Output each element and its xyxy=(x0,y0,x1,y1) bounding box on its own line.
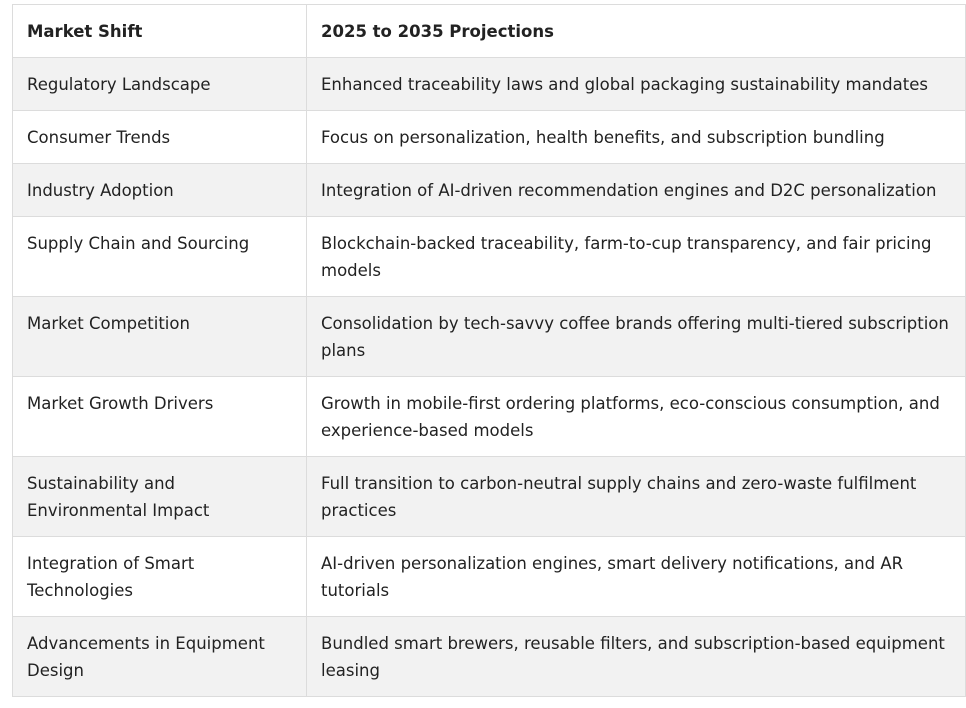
table-row: Regulatory Landscape Enhanced traceabili… xyxy=(12,57,966,111)
cell-market-shift: Consumer Trends xyxy=(12,110,307,164)
cell-market-shift: Industry Adoption xyxy=(12,163,307,217)
cell-market-shift: Advancements in Equipment Design xyxy=(12,616,307,697)
market-shift-projections-table: Market Shift 2025 to 2035 Projections Re… xyxy=(12,4,966,697)
table-row: Sustainability and Environmental Impact … xyxy=(12,456,966,537)
cell-projection: Integration of AI-driven recommendation … xyxy=(306,163,966,217)
table-row: Supply Chain and Sourcing Blockchain-bac… xyxy=(12,216,966,297)
cell-projection: AI-driven personalization engines, smart… xyxy=(306,536,966,617)
header-projections: 2025 to 2035 Projections xyxy=(306,4,966,58)
cell-market-shift: Regulatory Landscape xyxy=(12,57,307,111)
table-row: Market Competition Consolidation by tech… xyxy=(12,296,966,377)
cell-projection: Bundled smart brewers, reusable filters,… xyxy=(306,616,966,697)
cell-market-shift: Sustainability and Environmental Impact xyxy=(12,456,307,537)
cell-projection: Focus on personalization, health benefit… xyxy=(306,110,966,164)
cell-projection: Enhanced traceability laws and global pa… xyxy=(306,57,966,111)
cell-projection: Full transition to carbon-neutral supply… xyxy=(306,456,966,537)
cell-market-shift: Market Growth Drivers xyxy=(12,376,307,457)
header-market-shift: Market Shift xyxy=(12,4,307,58)
table-row: Consumer Trends Focus on personalization… xyxy=(12,110,966,164)
cell-projection: Blockchain-backed traceability, farm-to-… xyxy=(306,216,966,297)
table-row: Advancements in Equipment Design Bundled… xyxy=(12,616,966,697)
cell-market-shift: Supply Chain and Sourcing xyxy=(12,216,307,297)
cell-market-shift: Integration of Smart Technologies xyxy=(12,536,307,617)
table-row: Industry Adoption Integration of AI-driv… xyxy=(12,163,966,217)
cell-projection: Consolidation by tech-savvy coffee brand… xyxy=(306,296,966,377)
cell-market-shift: Market Competition xyxy=(12,296,307,377)
table-row: Market Growth Drivers Growth in mobile-f… xyxy=(12,376,966,457)
cell-projection: Growth in mobile-first ordering platform… xyxy=(306,376,966,457)
table-row: Integration of Smart Technologies AI-dri… xyxy=(12,536,966,617)
projections-table-container: Market Shift 2025 to 2035 Projections Re… xyxy=(12,4,966,697)
table-header-row: Market Shift 2025 to 2035 Projections xyxy=(12,4,966,58)
